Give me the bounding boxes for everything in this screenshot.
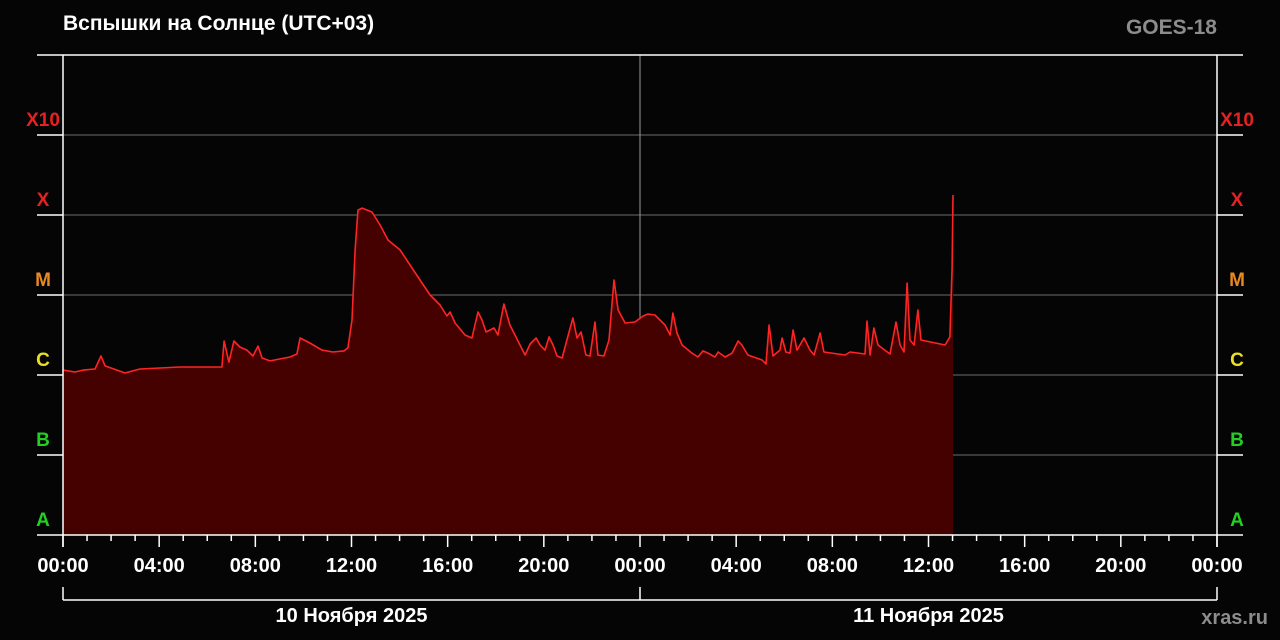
- day-label: 10 Ноября 2025: [276, 605, 428, 627]
- x-tick-label: 20:00: [1095, 555, 1146, 577]
- class-label-right: B: [1230, 430, 1244, 451]
- class-label-right: X: [1231, 190, 1244, 211]
- x-tick-label: 00:00: [1191, 555, 1242, 577]
- class-label-right: C: [1230, 350, 1244, 371]
- class-label-right: M: [1229, 270, 1245, 291]
- x-tick-label: 12:00: [326, 555, 377, 577]
- x-tick-label: 16:00: [999, 555, 1050, 577]
- day-label: 11 Ноября 2025: [853, 605, 1004, 627]
- x-tick-label: 16:00: [422, 555, 473, 577]
- chart-title: Вспышки на Солнце (UTC+03): [63, 12, 374, 35]
- satellite-label: GOES-18: [1126, 16, 1217, 39]
- class-label-left: A: [36, 510, 50, 531]
- x-tick-label: 08:00: [807, 555, 858, 577]
- plot-area: [62, 194, 954, 535]
- class-label-right: A: [1230, 510, 1244, 531]
- class-label-left: M: [35, 270, 51, 291]
- class-label-left: B: [36, 430, 50, 451]
- x-tick-label: 08:00: [230, 555, 281, 577]
- x-tick-label: 00:00: [614, 555, 665, 577]
- watermark: xras.ru: [1201, 607, 1268, 629]
- x-tick-label: 04:00: [134, 555, 185, 577]
- class-label-left: X10: [26, 110, 60, 131]
- x-tick-label: 12:00: [903, 555, 954, 577]
- flux-line: [62, 194, 954, 374]
- class-label-left: X: [37, 190, 50, 211]
- x-tick-label: 00:00: [37, 555, 88, 577]
- class-label-right: X10: [1220, 110, 1254, 131]
- class-label-left: C: [36, 350, 50, 371]
- flux-area: [63, 195, 953, 535]
- axes: A A B B C C M M X X X10 X10 00:00 04:00 08:00 12:00 16:0…: [26, 54, 1254, 627]
- x-tick-label: 20:00: [518, 555, 569, 577]
- x-tick-label: 04:00: [711, 555, 762, 577]
